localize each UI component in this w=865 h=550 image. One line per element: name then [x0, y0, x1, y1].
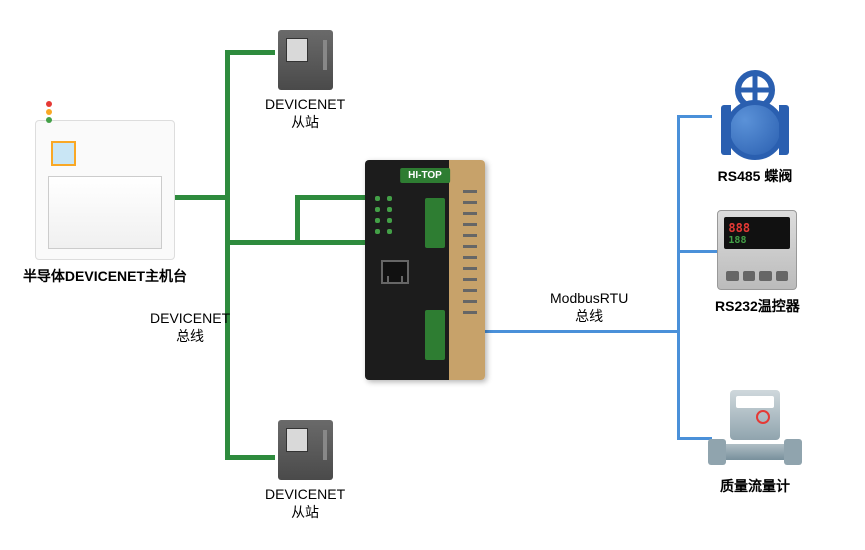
modbus-bus-label: ModbusRTU 总线 — [550, 290, 628, 326]
modbus-bus-label-1: ModbusRTU — [550, 290, 628, 306]
devicenet-slave-bottom-label1: DEVICENET — [265, 486, 345, 502]
devicenet-slave-bottom-node: DEVICENET 从站 — [265, 420, 345, 522]
temperature-controller-icon: 888 188 — [717, 210, 797, 290]
devicenet-slave-top-node: DEVICENET 从站 — [265, 30, 345, 132]
tempctrl-node: 888 188 RS232温控器 — [715, 210, 800, 316]
modbus-bus-label-2: 总线 — [550, 306, 628, 326]
modbus-line — [677, 250, 717, 253]
tempctrl-label: RS232温控器 — [715, 296, 800, 316]
semiconductor-host-node: 半导体DEVICENET主机台 — [25, 120, 185, 286]
butterfly-valve-icon — [710, 70, 800, 160]
devicenet-line — [225, 50, 230, 460]
gateway-icon: HI-TOP — [365, 160, 485, 380]
valve-node: RS485 蝶阀 — [710, 70, 800, 186]
mass-flow-meter-icon — [710, 390, 800, 470]
drive-icon — [278, 30, 333, 90]
massflow-label: 质量流量计 — [720, 476, 790, 496]
devicenet-slave-top-label1: DEVICENET — [265, 96, 345, 112]
temp-display-2: 188 — [728, 235, 746, 246]
gateway-node: HI-TOP — [365, 160, 485, 380]
devicenet-line — [295, 195, 300, 245]
devicenet-bus-label-1: DEVICENET — [150, 310, 230, 326]
devicenet-line — [295, 195, 370, 200]
modbus-line — [677, 437, 712, 440]
devicenet-slave-bottom-label2: 从站 — [291, 502, 319, 522]
gateway-badge: HI-TOP — [400, 168, 450, 183]
temp-display-1: 888 — [728, 221, 750, 235]
semiconductor-host-icon — [35, 120, 175, 260]
devicenet-bus-label: DEVICENET 总线 — [150, 310, 230, 346]
devicenet-bus-label-2: 总线 — [150, 326, 230, 346]
modbus-line — [677, 115, 712, 118]
modbus-line — [485, 330, 680, 333]
drive-icon — [278, 420, 333, 480]
semiconductor-host-label: 半导体DEVICENET主机台 — [23, 266, 187, 286]
massflow-node: 质量流量计 — [710, 390, 800, 496]
modbus-line — [677, 115, 680, 440]
devicenet-slave-top-label2: 从站 — [291, 112, 319, 132]
valve-label: RS485 蝶阀 — [718, 166, 793, 186]
